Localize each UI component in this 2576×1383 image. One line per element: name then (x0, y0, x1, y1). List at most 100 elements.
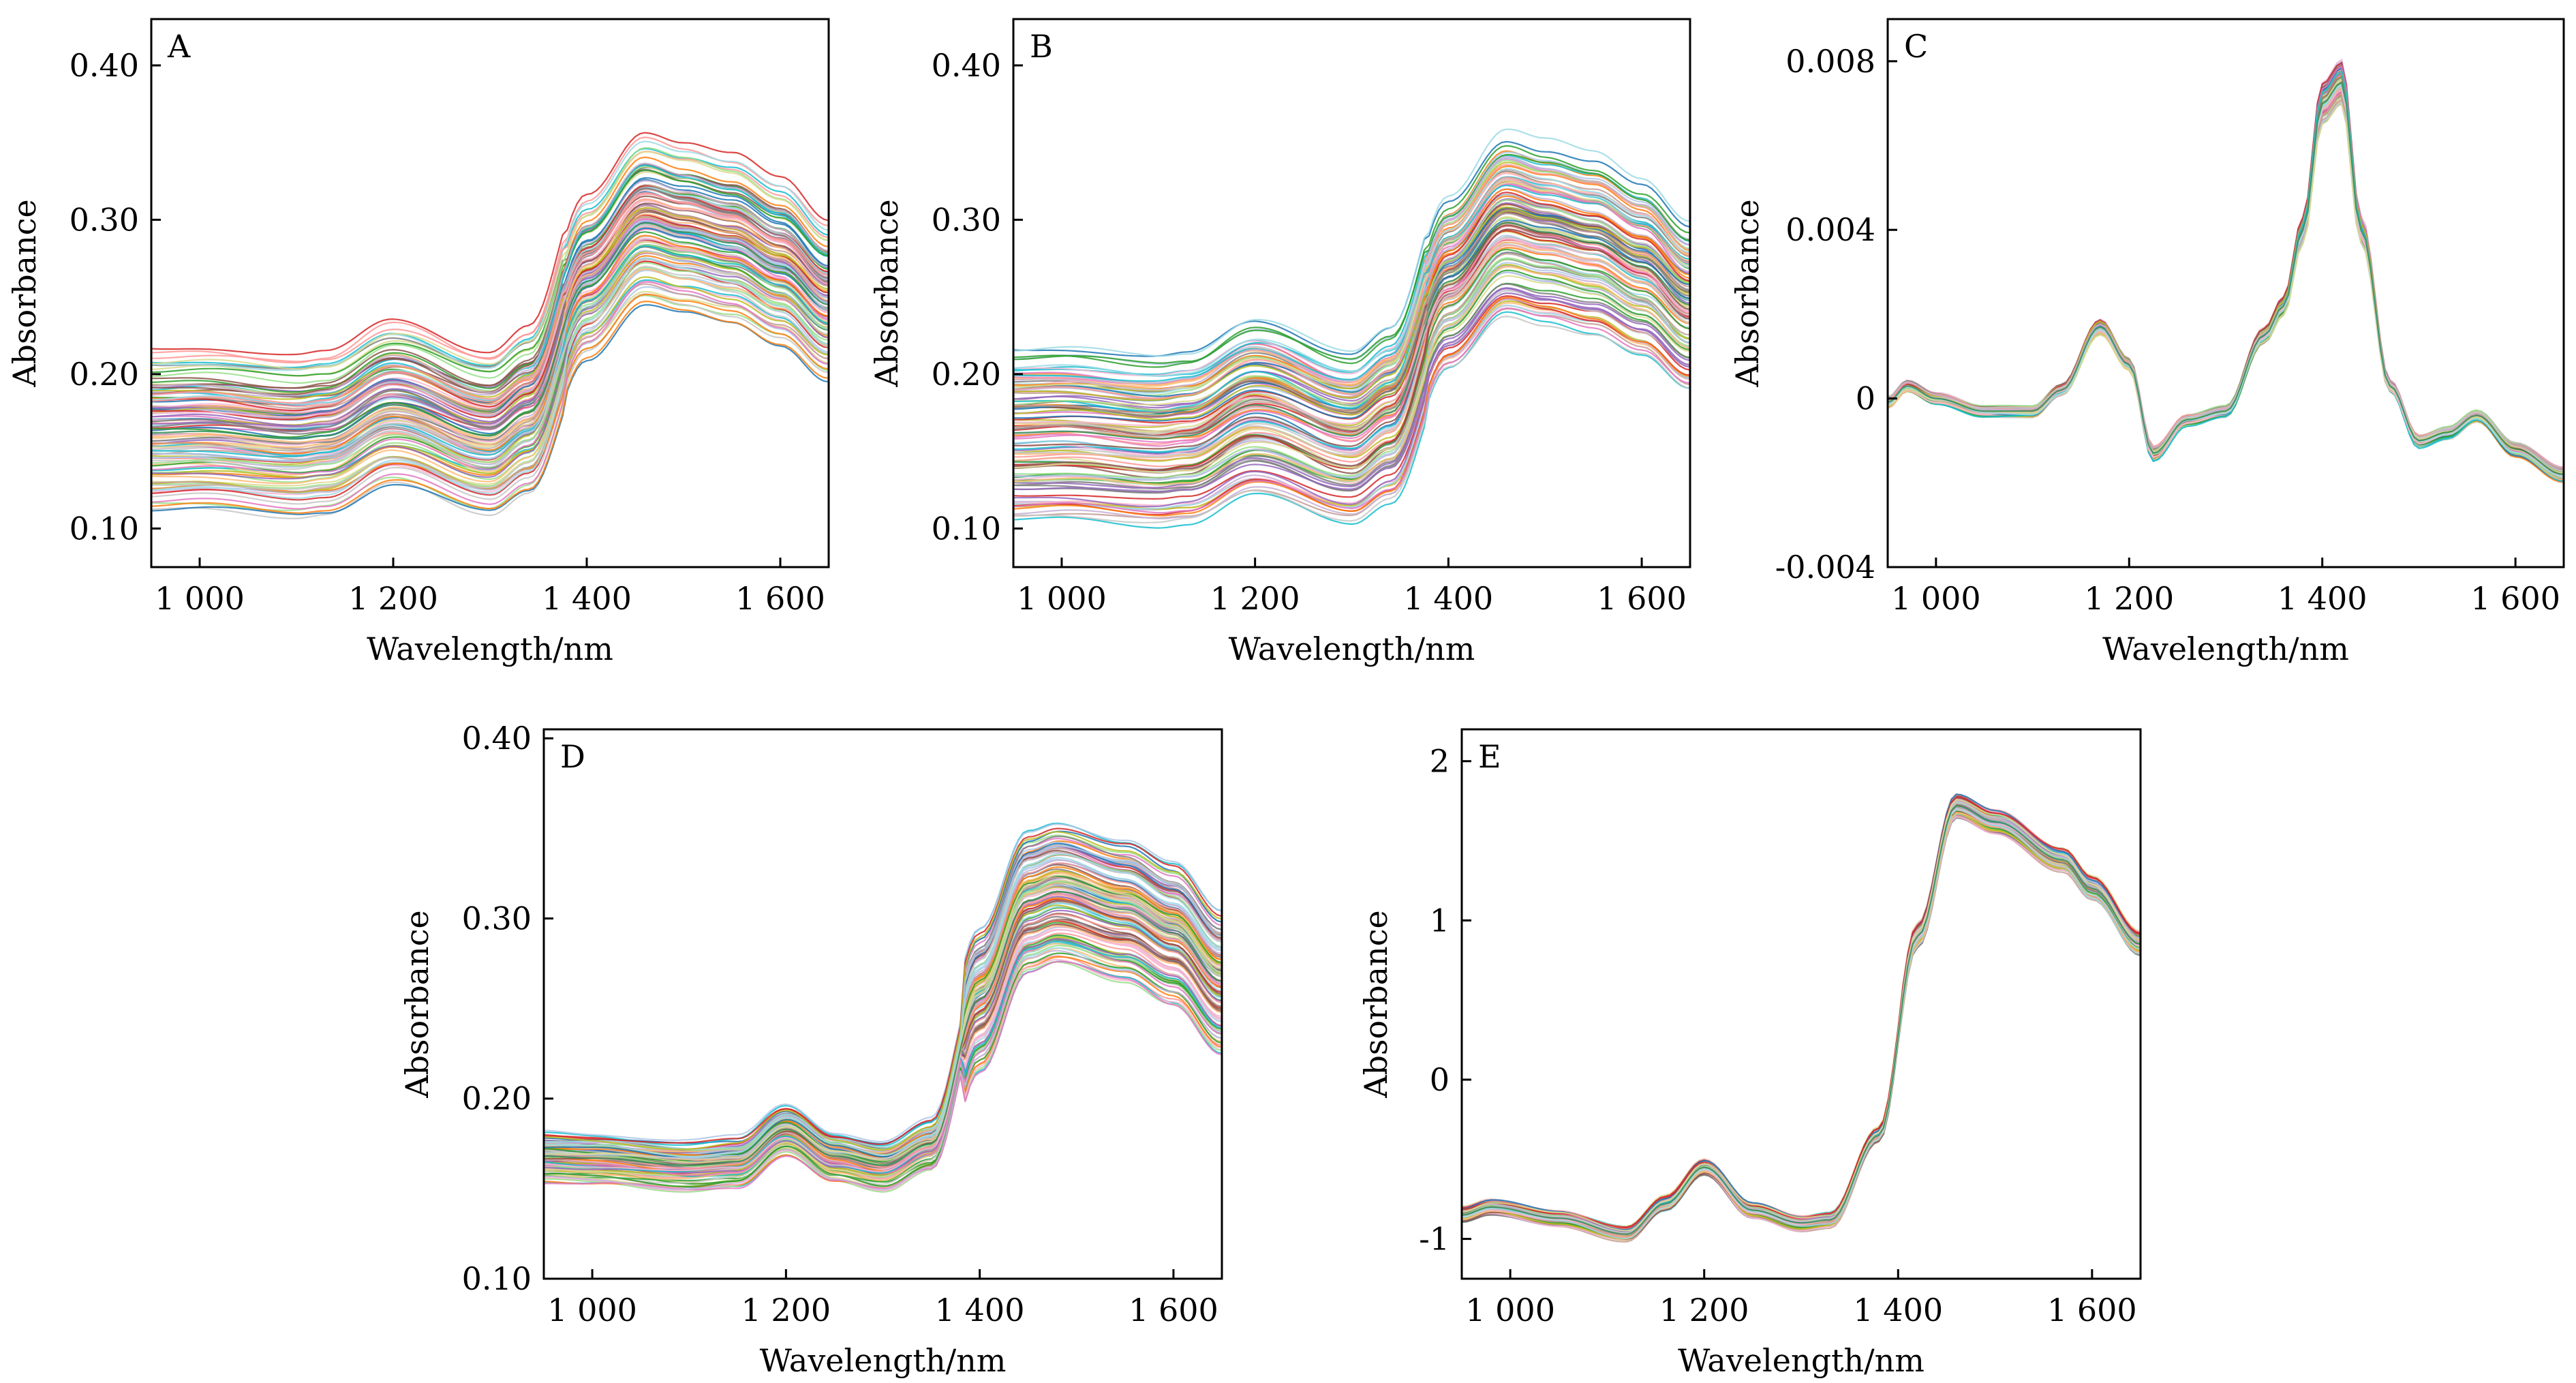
spectrum-line (151, 147, 829, 384)
spectrum-line (151, 151, 829, 370)
spectrum-line (151, 147, 829, 369)
spectrum-line (544, 872, 1222, 1166)
spectrum-line (1462, 799, 2141, 1230)
spectrum-line (1013, 295, 1690, 500)
spectrum-line (1462, 814, 2141, 1241)
spectrum-line (1462, 812, 2141, 1237)
spectrum-line (1888, 85, 2564, 474)
spectrum-line (544, 904, 1222, 1176)
x-tick-label: 1 600 (1597, 580, 1687, 617)
spectrum-line (1013, 128, 1690, 357)
spectrum-line (151, 221, 829, 457)
spectrum-line (151, 184, 829, 414)
spectrum-line (151, 132, 829, 356)
y-tick-label: 0.10 (932, 510, 1001, 547)
spectrum-line (151, 193, 829, 408)
spectrum-line (1462, 817, 2141, 1240)
spectrum-line (1462, 810, 2141, 1235)
spectrum-line (1462, 799, 2141, 1234)
spectrum-line (1013, 304, 1690, 510)
spectrum-line (1462, 800, 2141, 1234)
spectrum-line (1462, 803, 2141, 1235)
spectrum-line (1013, 150, 1690, 385)
spectrum-line (1462, 806, 2141, 1235)
panel-c: 1 000 1 200 1 400 1 600 -0.004 0 0.004 0.008 Wav… (1729, 18, 2565, 667)
spectrum-line (1013, 184, 1690, 382)
spectrum-line (1013, 202, 1690, 409)
x-axis-title: Wavelength/nm (760, 1342, 1007, 1379)
spectrum-line (1013, 153, 1690, 364)
spectrum-line (544, 849, 1222, 1160)
spectrum-line (1462, 797, 2141, 1231)
spectrum-line (1013, 315, 1690, 523)
spectrum-line (1462, 797, 2141, 1230)
spectrum-line (1462, 815, 2141, 1243)
spectrum-line (544, 831, 1222, 1151)
spectrum-line (544, 870, 1222, 1157)
spectrum-line (544, 906, 1222, 1171)
y-axis-title: Absorbance (868, 199, 905, 387)
y-tick-label: 0.20 (932, 356, 1001, 393)
spectrum-line (1013, 228, 1690, 472)
spectrum-line (544, 936, 1222, 1174)
spectrum-line (1462, 810, 2141, 1240)
spectrum-line (1462, 802, 2141, 1233)
panel-d: 1 000 1 200 1 400 1 600 0.10 0.20 0.30 0.40 Wave… (399, 720, 1223, 1379)
y-tick-label: 0.40 (70, 47, 139, 84)
spectrum-line (544, 858, 1222, 1155)
y-tick-label: 0.40 (932, 47, 1001, 84)
spectrum-line (1462, 806, 2141, 1234)
plot-frame (150, 18, 830, 568)
spectrum-line (1462, 812, 2141, 1240)
spectrum-line (1462, 808, 2141, 1238)
panel-b: 1 000 1 200 1 400 1 600 0.10 0.20 0.30 0.40 Wave… (868, 18, 1691, 667)
spectrum-line (544, 943, 1222, 1189)
spectrum-line (1013, 168, 1690, 377)
x-tick-label: 1 000 (155, 580, 245, 617)
spectrum-line (1013, 243, 1690, 458)
spectrum-line (151, 192, 829, 404)
spectrum-line (1462, 815, 2141, 1238)
spectrum-line (1462, 807, 2141, 1234)
panel-e: 1 000 1 200 1 400 1 600 -1 0 1 2 Wavelength/nm Ab… (1358, 728, 2142, 1379)
spectrum-line (544, 857, 1222, 1158)
spectrum-line (544, 888, 1222, 1170)
spectrum-line (151, 227, 829, 439)
spectrum-line (1462, 816, 2141, 1240)
spectrum-line (1013, 275, 1690, 473)
spectrum-line (1013, 311, 1690, 529)
x-tick-label: 1 000 (547, 1292, 637, 1328)
spectrum-line (151, 249, 829, 468)
spectrum-line (544, 874, 1222, 1164)
spectrum-line (544, 823, 1222, 1142)
spectrum-line (1013, 177, 1690, 412)
spectrum-line (1013, 209, 1690, 437)
spectra-group (544, 822, 1222, 1193)
spectrum-line (1013, 221, 1690, 459)
spectrum-line (1462, 806, 2141, 1233)
x-tick-label: 1 400 (1853, 1292, 1943, 1328)
spectrum-line (1462, 801, 2141, 1234)
spectrum-line (1013, 262, 1690, 481)
panel-letter: A (167, 28, 191, 65)
x-axis-title: Wavelength/nm (1229, 630, 1475, 667)
y-tick-label: 0.10 (70, 510, 139, 547)
panel-letter: C (1904, 28, 1928, 65)
x-tick-label: 1 000 (1891, 580, 1981, 617)
panel-letter: E (1478, 738, 1501, 775)
y-tick-label: 0.008 (1785, 43, 1875, 80)
y-tick-label: -0.004 (1775, 549, 1875, 586)
spectrum-line (1462, 810, 2141, 1239)
spectrum-line (1462, 808, 2141, 1236)
spectrum-line (1462, 813, 2141, 1240)
spectrum-line (1462, 806, 2141, 1236)
spectrum-line (1462, 808, 2141, 1238)
spectrum-line (1462, 812, 2141, 1238)
spectrum-line (1462, 811, 2141, 1241)
spectrum-line (1462, 804, 2141, 1236)
spectrum-line (1462, 806, 2141, 1233)
y-tick-label: 0.30 (70, 201, 139, 238)
spectrum-line (544, 894, 1222, 1170)
spectrum-line (151, 187, 829, 433)
